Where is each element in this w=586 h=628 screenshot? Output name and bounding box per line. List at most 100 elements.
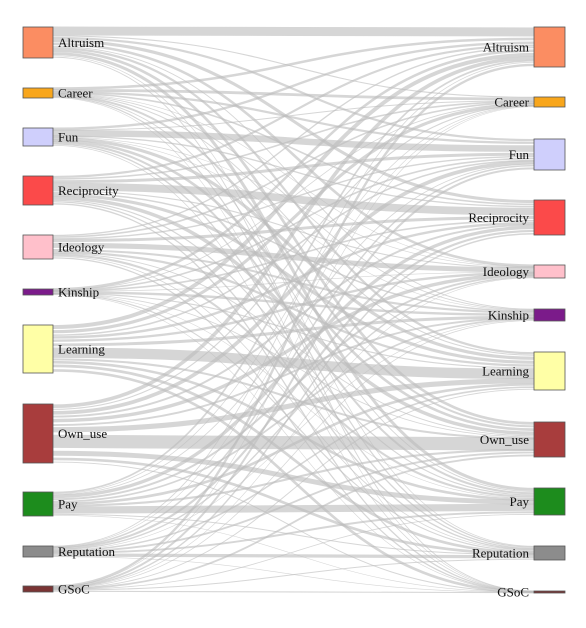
- right-node-altruism: [533, 26, 566, 68]
- left-node-fun: [22, 127, 54, 147]
- link-reciprocity-to-altruism: [52, 44, 535, 178]
- link-gsoc-to-reciprocity: [52, 233, 535, 589]
- link-pay-to-fun: [52, 163, 535, 496]
- link-ideology-to-own_use: [52, 252, 535, 437]
- link-gsoc-to-altruism: [52, 63, 535, 588]
- link-reciprocity-to-reciprocity: [52, 182, 535, 216]
- link-reputation-to-learning: [52, 386, 535, 552]
- left-label-learning: Learning: [58, 342, 105, 357]
- left-node-career: [22, 87, 54, 99]
- link-altruism-to-career: [52, 35, 535, 98]
- link-reputation-to-own_use: [52, 451, 535, 553]
- right-label-reciprocity: Reciprocity: [468, 210, 529, 225]
- link-own_use-to-fun: [52, 160, 535, 415]
- link-altruism-to-reciprocity: [52, 39, 535, 204]
- link-reciprocity-to-fun: [52, 152, 535, 184]
- right-node-reciprocity: [533, 199, 566, 236]
- link-altruism-to-own_use: [52, 49, 535, 425]
- link-learning-to-fun: [52, 159, 535, 336]
- link-gsoc-to-pay: [52, 513, 535, 591]
- link-own_use-to-ideology: [52, 272, 535, 423]
- right-node-career: [533, 96, 566, 108]
- link-ideology-to-altruism: [52, 46, 535, 237]
- link-fun-to-altruism: [52, 41, 535, 130]
- link-kinship-to-reputation: [52, 293, 535, 552]
- right-label-pay: Pay: [510, 494, 530, 509]
- left-node-altruism: [22, 26, 54, 59]
- link-learning-to-kinship: [52, 315, 535, 347]
- left-label-gsoc: GSoC: [58, 582, 90, 597]
- right-label-altruism: Altruism: [483, 40, 529, 55]
- left-label-pay: Pay: [58, 497, 78, 512]
- right-label-ideology: Ideology: [483, 264, 530, 279]
- left-node-own_use: [22, 403, 54, 464]
- link-pay-to-own_use: [52, 448, 535, 507]
- link-career-to-career: [52, 88, 535, 101]
- link-kinship-to-pay: [52, 293, 535, 499]
- left-node-reputation: [22, 545, 54, 558]
- right-node-kinship: [533, 308, 566, 322]
- link-gsoc-to-own_use: [52, 454, 535, 591]
- left-label-own_use: Own_use: [58, 426, 107, 441]
- right-label-career: Career: [494, 95, 529, 110]
- link-own_use-to-career: [52, 104, 535, 410]
- right-node-ideology: [533, 264, 566, 279]
- link-pay-to-reciprocity: [52, 225, 535, 499]
- link-reputation-to-altruism: [52, 61, 535, 547]
- link-reputation-to-reciprocity: [52, 229, 535, 550]
- link-altruism-to-kinship: [52, 46, 535, 310]
- right-node-gsoc: [533, 590, 566, 594]
- right-label-gsoc: GSoC: [497, 585, 529, 600]
- link-gsoc-to-reputation: [52, 558, 535, 591]
- right-label-learning: Learning: [482, 364, 529, 379]
- link-learning-to-pay: [52, 360, 535, 501]
- link-gsoc-to-ideology: [52, 277, 535, 589]
- right-node-pay: [533, 487, 566, 516]
- link-learning-to-reciprocity: [52, 221, 535, 339]
- left-node-reciprocity: [22, 175, 54, 206]
- link-kinship-to-reciprocity: [52, 219, 535, 292]
- left-label-altruism: Altruism: [58, 35, 104, 50]
- link-fun-to-career: [52, 100, 535, 131]
- link-reciprocity-to-learning: [52, 193, 535, 364]
- link-pay-to-learning: [52, 383, 535, 506]
- link-gsoc-to-kinship: [52, 320, 535, 589]
- link-reputation-to-reputation: [52, 553, 535, 559]
- link-learning-to-reputation: [52, 364, 535, 555]
- link-altruism-to-fun: [52, 36, 535, 142]
- right-node-fun: [533, 138, 566, 171]
- left-node-kinship: [22, 288, 54, 296]
- link-career-to-pay: [52, 95, 535, 492]
- link-ideology-to-fun: [52, 155, 535, 240]
- link-ideology-to-learning: [52, 251, 535, 367]
- link-gsoc-to-gsoc: [52, 590, 535, 594]
- link-pay-to-altruism: [52, 59, 535, 494]
- right-nodes: Altruism Career Fun Reciprocity Ideology Kins…: [468, 26, 566, 600]
- links-layer: [52, 26, 535, 594]
- link-pay-to-pay: [52, 503, 535, 514]
- link-reputation-to-pay: [52, 511, 535, 554]
- link-gsoc-to-fun: [52, 167, 535, 589]
- right-label-reputation: Reputation: [472, 546, 530, 561]
- left-node-gsoc: [22, 585, 54, 593]
- link-career-to-reciprocity: [52, 92, 535, 206]
- link-pay-to-reputation: [52, 513, 535, 556]
- link-reciprocity-to-kinship: [52, 191, 535, 313]
- right-label-kinship: Kinship: [488, 308, 529, 323]
- link-reciprocity-to-gsoc: [52, 203, 535, 593]
- link-own_use-to-learning: [52, 378, 535, 433]
- link-career-to-altruism: [52, 37, 535, 90]
- link-altruism-to-reputation: [52, 55, 535, 547]
- link-career-to-fun: [52, 91, 535, 144]
- link-reciprocity-to-career: [52, 100, 535, 180]
- link-learning-to-ideology: [52, 271, 535, 342]
- link-career-to-own_use: [52, 94, 535, 428]
- link-own_use-to-reciprocity: [52, 223, 535, 418]
- link-pay-to-career: [52, 105, 535, 495]
- left-node-learning: [22, 324, 54, 374]
- left-node-ideology: [22, 234, 54, 260]
- link-learning-to-gsoc: [52, 369, 535, 594]
- link-reputation-to-kinship: [52, 319, 535, 551]
